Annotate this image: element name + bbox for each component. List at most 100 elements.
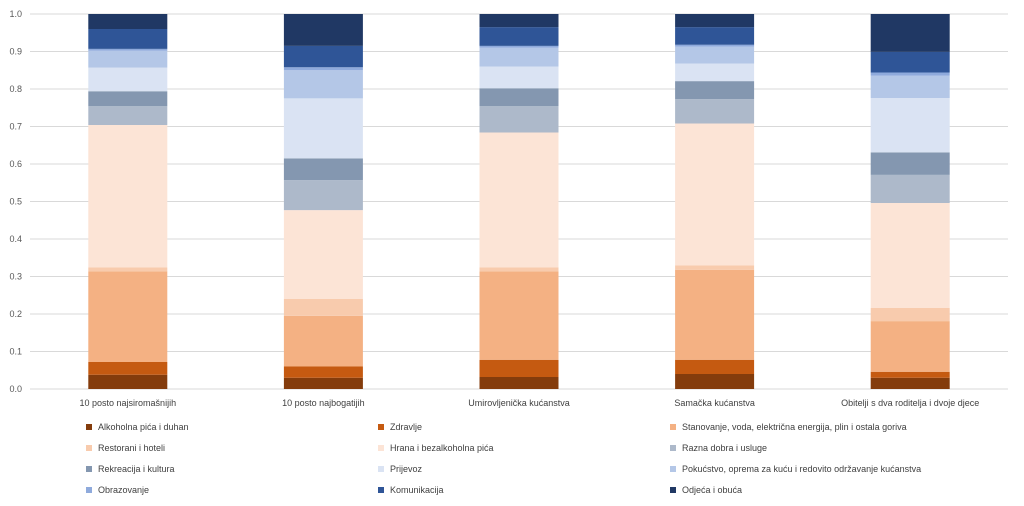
y-axis-tick-labels: 0.0 0.1 0.2 0.3 0.4 0.5 0.6 0.7 0.8 0.9 1.0: [9, 9, 22, 394]
bar-segment: [283, 210, 363, 299]
legend-item: Pokućstvo, oprema za kuću i redovito odr…: [670, 462, 1006, 475]
y-tick-label: 0.0: [9, 384, 22, 394]
bar-segment: [88, 48, 168, 51]
legend-label: Stanovanje, voda, električna energija, p…: [682, 421, 907, 432]
bar-segment: [479, 66, 559, 89]
bar-segment: [88, 267, 168, 272]
bar-segment: [870, 75, 950, 98]
legend-item: Razna dobra i usluge: [670, 441, 1006, 454]
bar-segment: [675, 99, 755, 124]
bar-segment: [479, 377, 559, 389]
x-category-label: Umirovljenička kućanstva: [468, 398, 570, 408]
bar-segment: [283, 14, 363, 46]
legend-item: Komunikacija: [378, 483, 670, 496]
y-tick-label: 0.2: [9, 309, 22, 319]
legend-label: Rekreacija i kultura: [98, 463, 175, 474]
legend-item: Restorani i hoteli: [86, 441, 378, 454]
bar-segment: [675, 46, 755, 64]
bar-segment: [283, 67, 363, 71]
legend-swatch: [670, 465, 676, 472]
legend-label: Komunikacija: [390, 484, 444, 495]
legend-item: Prijevoz: [378, 462, 670, 475]
legend-swatch: [378, 444, 384, 451]
legend-item: Stanovanje, voda, električna energija, p…: [670, 420, 1006, 433]
legend-label: Odjeća i obuća: [682, 484, 743, 495]
bar-segment: [88, 14, 168, 29]
bar-segment: [479, 359, 559, 377]
bar-segment: [870, 174, 950, 203]
y-tick-label: 0.8: [9, 84, 22, 94]
bar-segment: [870, 377, 950, 389]
bar-segment: [88, 29, 168, 49]
legend-item: Hrana i bezalkoholna pića: [378, 441, 670, 454]
bar-segment: [675, 374, 755, 389]
bar-segment: [283, 158, 363, 181]
x-axis-category-labels: 10 posto najsiromašnijih 10 posto najboga…: [80, 398, 980, 408]
bar-segment: [283, 299, 363, 316]
legend-swatch: [86, 465, 92, 472]
bar-segment: [675, 27, 755, 45]
bar-segment: [479, 47, 559, 67]
bar-segment: [88, 91, 168, 107]
bar-segment: [479, 88, 559, 107]
bar-segment: [479, 27, 559, 46]
legend-item: Rekreacija i kultura: [86, 462, 378, 475]
bar-segment: [479, 271, 559, 360]
x-category-label: 10 posto najsiromašnijih: [80, 398, 177, 408]
y-tick-label: 0.7: [9, 122, 22, 132]
y-tick-label: 0.9: [9, 47, 22, 57]
bar-segment: [870, 72, 950, 76]
bar-segment: [88, 67, 168, 92]
y-tick-label: 0.1: [9, 347, 22, 357]
bar-segment: [675, 359, 755, 374]
bar-segment: [88, 374, 168, 389]
y-tick-label: 0.4: [9, 234, 22, 244]
bar-segment: [870, 203, 950, 308]
legend-label: Hrana i bezalkoholna pića: [390, 442, 494, 453]
stacked-bar-chart: 0.0 0.1 0.2 0.3 0.4 0.5 0.6 0.7 0.8 0.9 1.0 10 pos…: [9, 9, 1008, 408]
bar-segment: [283, 377, 363, 389]
bar-segment: [479, 106, 559, 133]
legend-swatch: [670, 444, 676, 451]
legend-swatch: [378, 465, 384, 472]
bar-segment: [479, 45, 559, 48]
y-tick-label: 1.0: [9, 9, 22, 19]
bar-segment: [870, 321, 950, 372]
legend-item: Obrazovanje: [86, 483, 378, 496]
legend-swatch: [86, 486, 92, 493]
bar-segment: [283, 45, 363, 68]
legend-swatch: [670, 486, 676, 493]
legend: Alkoholna pića i duhan Zdravlje Stanovanje…: [86, 420, 1006, 496]
bar-segment: [675, 81, 755, 100]
bars: [88, 14, 950, 389]
x-category-label: Samačka kućanstva: [674, 398, 755, 408]
legend-label: Prijevoz: [390, 463, 423, 474]
bar-segment: [870, 152, 950, 175]
legend-label: Pokućstvo, oprema za kuću i redovito odr…: [682, 463, 922, 474]
legend-label: Restorani i hoteli: [98, 442, 166, 453]
legend-label: Alkoholna pića i duhan: [98, 421, 189, 432]
bar-segment: [870, 308, 950, 322]
bar-segment: [88, 106, 168, 125]
bar-segment: [870, 14, 950, 52]
bar-segment: [479, 267, 559, 272]
legend-swatch: [86, 423, 92, 430]
bar-segment: [870, 51, 950, 73]
y-tick-label: 0.5: [9, 197, 22, 207]
bar-segment: [870, 371, 950, 378]
legend-label: Obrazovanje: [98, 484, 150, 495]
bar-segment: [88, 125, 168, 268]
legend-swatch: [86, 444, 92, 451]
legend-swatch: [378, 423, 384, 430]
bar-segment: [675, 123, 755, 266]
bar-segment: [479, 132, 559, 268]
x-category-label: 10 posto najbogatijih: [282, 398, 365, 408]
bar-segment: [479, 14, 559, 28]
legend-item: Odjeća i obuća: [670, 483, 1006, 496]
legend-swatch: [378, 486, 384, 493]
bar-segment: [88, 50, 168, 68]
legend-label: Zdravlje: [390, 421, 423, 432]
bar-segment: [88, 362, 168, 375]
legend-item: Alkoholna pića i duhan: [86, 420, 378, 433]
bar-segment: [283, 366, 363, 378]
